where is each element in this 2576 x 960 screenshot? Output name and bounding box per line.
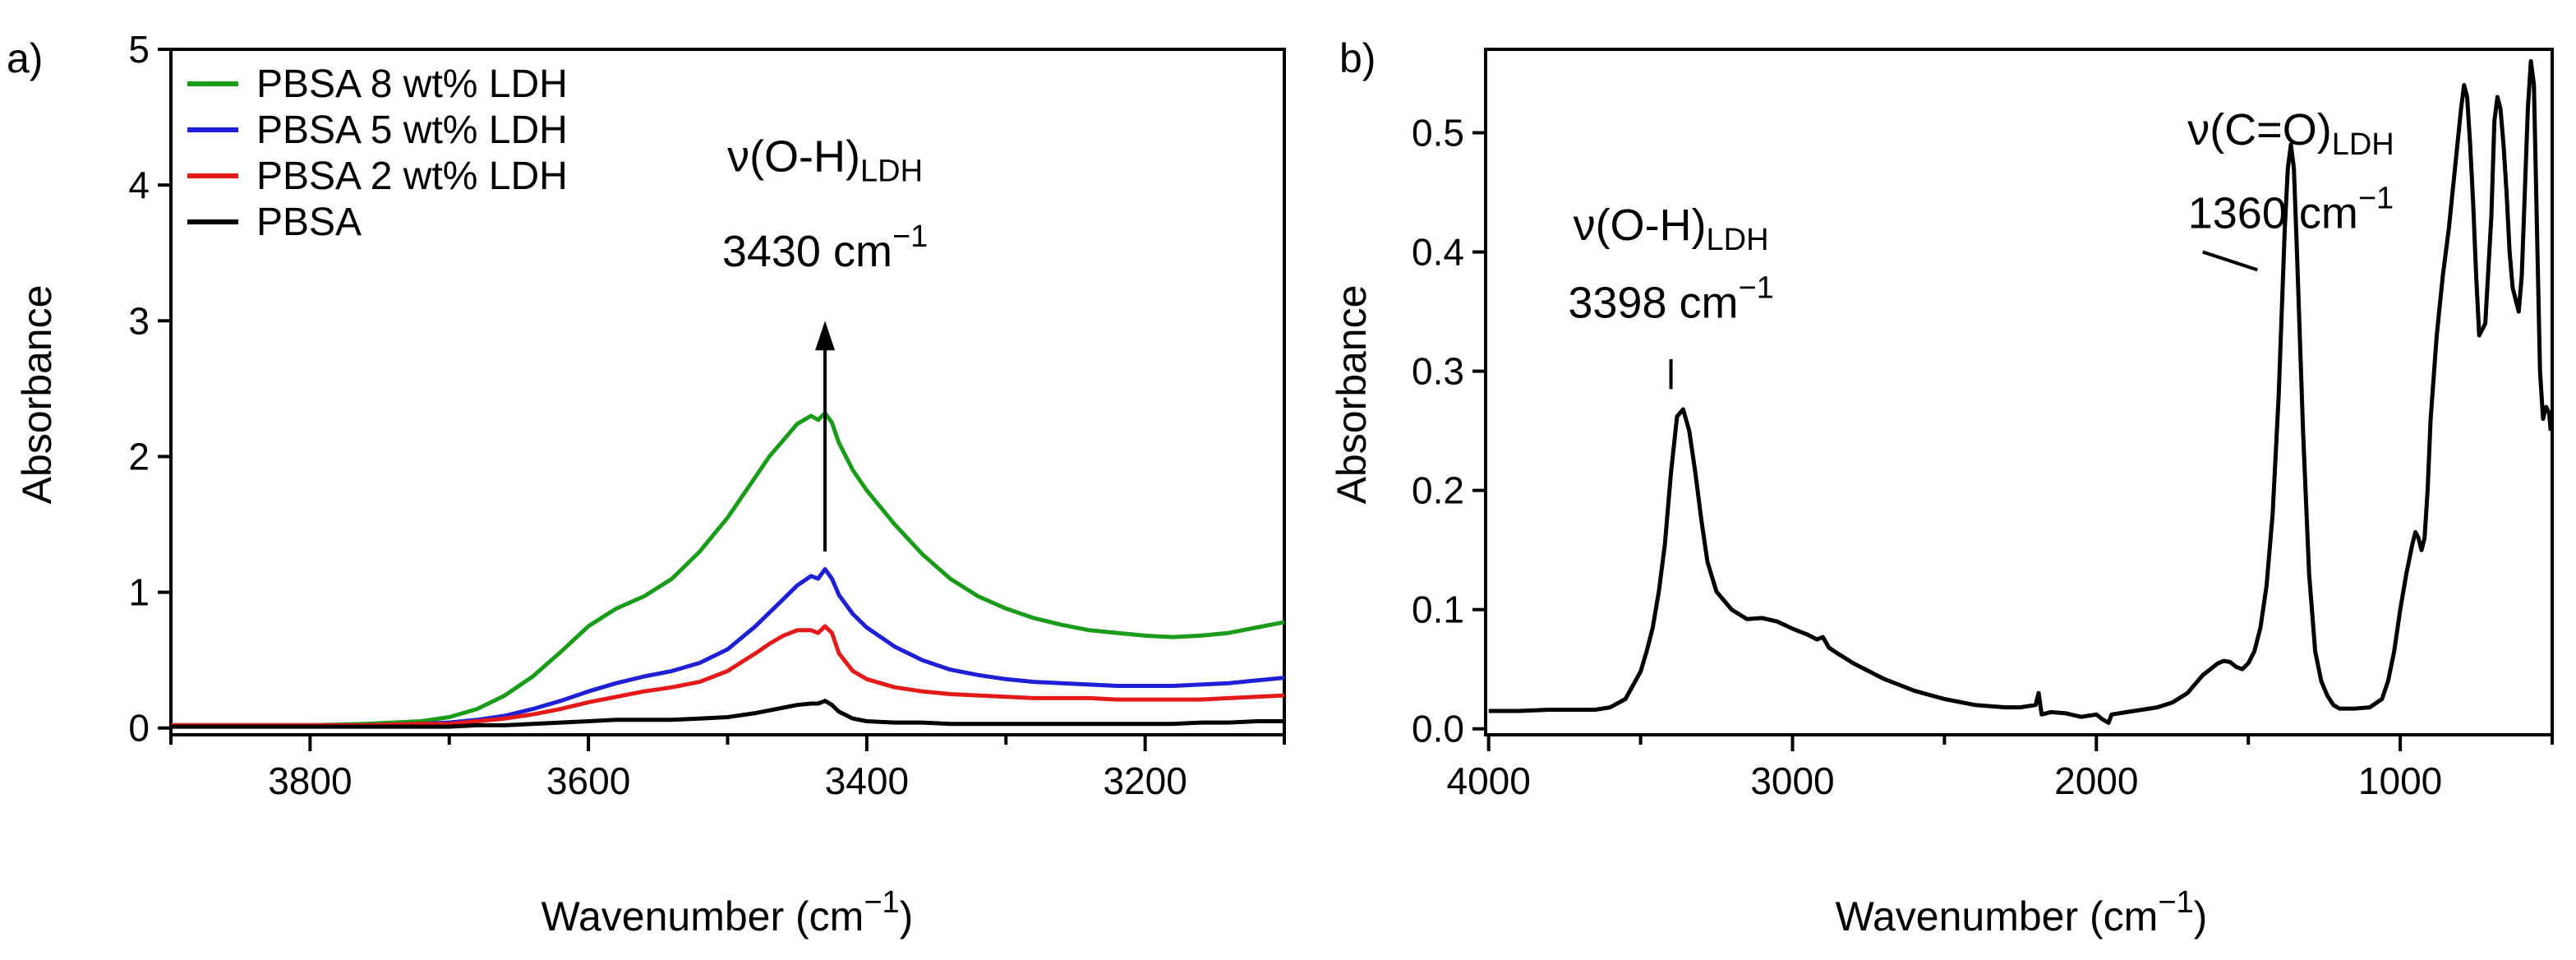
panel-b-xlabel-close: ): [2194, 893, 2208, 939]
series-line-1: [171, 567, 1285, 727]
panel-b-xlabel-text: Wavenumber (cm: [1836, 893, 2159, 939]
legend-entry: PBSA 2 wt% LDH: [256, 155, 568, 198]
panel-b: b) 0.0 0.1 0.2 0.3 0.4 0.5 4000 3000 2000 1000 A…: [1329, 35, 2554, 939]
annotation-leader-line: [2202, 250, 2258, 272]
y-tick-label: 0.4: [1412, 231, 1464, 274]
series-line-3: [171, 699, 1284, 729]
annotation-text: 3430 cm−1: [722, 219, 928, 276]
panel-a-xlabel: Wavenumber (cm−1): [541, 885, 914, 939]
y-tick-label: 0.3: [1412, 350, 1464, 393]
panel-a-ylabel: Absorbance: [14, 285, 60, 505]
annotation-sub: LDH: [1707, 223, 1769, 257]
panel-a-x-ticks: 3800 3600 3400 3200: [169, 735, 1286, 802]
panel-b-xlabel: Wavenumber (cm−1): [1836, 885, 2208, 939]
y-tick-label: 4: [128, 164, 150, 206]
panel-b-xlabel-sup: −1: [2158, 885, 2193, 920]
panel-b-label: b): [1339, 35, 1376, 81]
x-tick-label: 3000: [1750, 759, 1834, 802]
panel-a: a) 0 1 2 3 4 5 3800 3600 3400 3200 Absorbance Wa…: [7, 28, 1286, 939]
panel-a-label: a): [7, 35, 43, 81]
legend-entry: PBSA: [256, 201, 362, 244]
y-tick-label: 0.5: [1412, 112, 1464, 155]
annotation-text: ν(C=O)LDH: [2187, 105, 2394, 162]
panel-b-ylabel: Absorbance: [1329, 285, 1375, 505]
y-tick-label: 5: [128, 28, 150, 71]
annotation-text: ν(O-H)LDH: [1574, 201, 1769, 257]
panel-a-series: [171, 411, 1285, 729]
annotation-sub: LDH: [2332, 127, 2394, 162]
panel-b-series: [1488, 59, 2553, 725]
y-tick-label: 3: [128, 299, 150, 342]
series-line-0: [171, 411, 1285, 727]
x-tick-label: 3600: [546, 759, 630, 802]
panel-a-xlabel-close: ): [900, 893, 914, 939]
annotation-sup: −1: [1738, 270, 1773, 305]
panel-b-frame: [1484, 48, 2554, 736]
y-tick-label: 0.1: [1412, 588, 1464, 631]
annotation-main: 3430 cm: [722, 227, 892, 276]
x-tick-label: 1000: [2358, 759, 2442, 802]
y-tick-label: 0.0: [1412, 708, 1464, 750]
annotation-main: ν(O-H): [727, 132, 860, 182]
x-tick-label: 4000: [1447, 759, 1531, 802]
annotation-sup: −1: [892, 219, 928, 254]
x-tick-label: 3800: [268, 759, 352, 802]
panel-a-annotations: ν(O-H)LDH 3430 cm−1: [722, 132, 928, 552]
panel-b-x-ticks: 4000 3000 2000 1000: [1447, 735, 2554, 802]
annotation-main: ν(C=O): [2187, 105, 2332, 155]
annotation-text: 1360 cm−1: [2188, 182, 2394, 238]
y-tick-label: 0: [128, 707, 150, 750]
x-tick-label: 3200: [1103, 759, 1187, 802]
panel-b-y-ticks: 0.0 0.1 0.2 0.3 0.4 0.5: [1412, 112, 1486, 750]
panel-a-xlabel-text: Wavenumber (cm: [541, 893, 864, 939]
annotation-main: 3398 cm: [1568, 278, 1738, 327]
series-line-2: [171, 624, 1285, 727]
x-tick-label: 2000: [2054, 759, 2138, 802]
y-tick-label: 0.2: [1412, 469, 1464, 512]
legend-entry: PBSA 8 wt% LDH: [256, 62, 568, 106]
x-tick-label: 3400: [825, 759, 909, 802]
annotation-arrow-head: [815, 321, 836, 351]
series-line-0: [1488, 59, 2553, 725]
legend-entry: PBSA 5 wt% LDH: [256, 108, 568, 152]
y-tick-label: 2: [128, 435, 150, 478]
y-tick-label: 1: [128, 571, 150, 614]
annotation-sup: −1: [2358, 182, 2394, 216]
annotation-main: ν(O-H): [1574, 201, 1707, 250]
annotation-text: 3398 cm−1: [1568, 270, 1773, 327]
annotation-main: 1360 cm: [2188, 189, 2358, 238]
panel-a-xlabel-sup: −1: [864, 885, 899, 920]
annotation-sub: LDH: [860, 155, 923, 189]
panel-a-y-ticks: 0 1 2 3 4 5: [128, 28, 171, 750]
annotation-text: ν(O-H)LDH: [727, 132, 923, 189]
